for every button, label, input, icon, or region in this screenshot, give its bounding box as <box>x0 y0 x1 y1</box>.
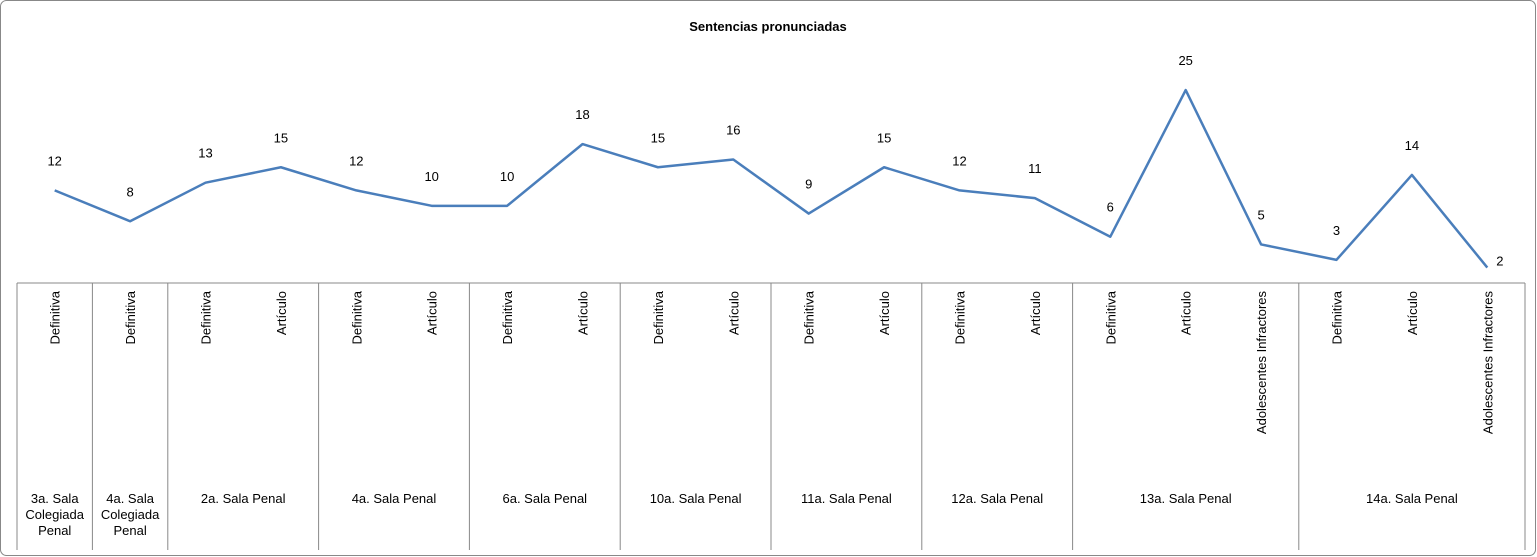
x-tick-label: Definitiva <box>1103 290 1118 344</box>
x-tick-label: Artículo <box>425 291 440 335</box>
data-label: 10 <box>424 169 438 184</box>
line <box>54 88 1489 269</box>
x-tick-label: Definitiva <box>651 290 666 344</box>
data-label: 8 <box>126 184 133 199</box>
data-label: 11 <box>1028 161 1042 176</box>
x-tick-label: Artículo <box>1028 291 1043 335</box>
x-tick-label: Artículo <box>877 291 892 335</box>
data-label: 25 <box>1178 53 1192 68</box>
group-label: 6a. Sala Penal <box>503 491 588 506</box>
x-tick-label: Definitiva <box>48 290 63 344</box>
group-label: 14a. Sala Penal <box>1366 491 1458 506</box>
group-label: 10a. Sala Penal <box>650 491 742 506</box>
x-tick-label: Artículo <box>1179 291 1194 335</box>
group-label: 2a. Sala Penal <box>201 491 286 506</box>
data-label: 6 <box>1107 200 1114 215</box>
x-tick-label: Definitiva <box>123 290 138 344</box>
data-label: 5 <box>1257 207 1264 222</box>
data-label: 3 <box>1333 223 1340 238</box>
group-label: 11a. Sala Penal <box>801 491 892 506</box>
group-label: 4a. Sala Penal <box>352 491 437 506</box>
x-tick-label: Definitiva <box>500 290 515 344</box>
data-label: 9 <box>805 177 812 192</box>
x-tick-label: Artículo <box>576 291 591 335</box>
data-label: 15 <box>651 130 665 145</box>
data-label: 18 <box>575 107 589 122</box>
x-tick-label: Artículo <box>1405 291 1420 335</box>
x-tick-label: Adolescentes Infractores <box>1254 291 1269 435</box>
x-tick-label: Adolescentes Infractores <box>1480 291 1495 435</box>
data-label: 13 <box>198 146 212 161</box>
x-tick-label: Definitiva <box>1330 290 1345 344</box>
data-label: 2 <box>1496 254 1503 269</box>
group-label: 13a. Sala Penal <box>1140 491 1232 506</box>
data-label: 12 <box>349 153 363 168</box>
x-tick-label: Definitiva <box>953 290 968 344</box>
x-tick-label: Artículo <box>726 291 741 335</box>
group-label: 3a. Sala Colegiada Penal <box>25 491 84 538</box>
data-label: 15 <box>274 130 288 145</box>
data-label: 15 <box>877 130 891 145</box>
data-label: 10 <box>500 169 514 184</box>
data-label: 12 <box>952 153 966 168</box>
group-label: 12a. Sala Penal <box>951 491 1043 506</box>
group-label: 4a. Sala Colegiada Penal <box>101 491 160 538</box>
x-tick-label: Artículo <box>274 291 289 335</box>
data-label: 12 <box>47 153 61 168</box>
x-tick-label: Definitiva <box>349 290 364 344</box>
data-label: 14 <box>1405 138 1419 153</box>
chart-title: Sentencias pronunciadas <box>689 19 847 34</box>
data-label: 16 <box>726 123 740 138</box>
x-tick-label: Definitiva <box>199 290 214 344</box>
x-tick-label: Definitiva <box>802 290 817 344</box>
